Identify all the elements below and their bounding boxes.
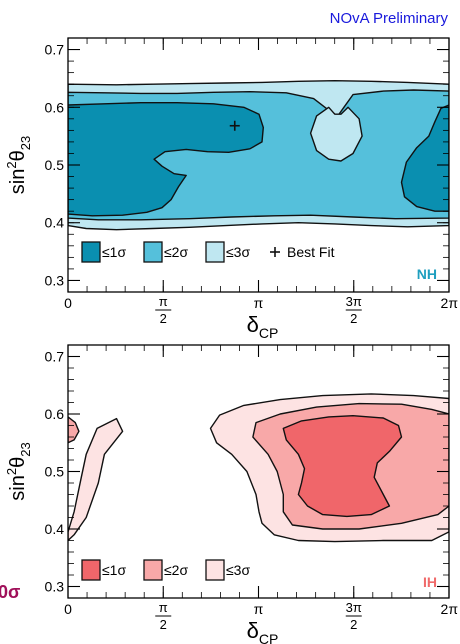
contour-region-2sigma-2 (68, 416, 80, 444)
y-tick-label: 0.3 (45, 272, 65, 288)
y-tick-label: 0.5 (45, 464, 65, 480)
legend-swatch (205, 241, 225, 263)
x-tick-label-denominator: 2 (350, 311, 357, 326)
legend-item-3sigma: ≤3σ (205, 241, 250, 263)
y-axis-label: sin2θ23 (4, 442, 33, 500)
x-tick-label: 0 (64, 601, 72, 617)
legend-label: ≤2σ (164, 244, 188, 260)
y-tick-label: 0.7 (45, 349, 65, 365)
x-tick-label-numerator: π (159, 294, 168, 309)
x-tick-label-denominator: 2 (350, 617, 357, 632)
best-fit-marker (229, 120, 240, 131)
x-tick-label-numerator: 3π (346, 294, 362, 309)
legend-item-1sigma: ≤1σ (81, 241, 126, 263)
legend-swatch (205, 559, 225, 581)
legend-label: ≤2σ (164, 562, 188, 578)
legend-item-2sigma: ≤2σ (143, 241, 188, 263)
legend-item-2sigma: ≤2σ (143, 559, 188, 581)
x-tick-label-denominator: 2 (160, 617, 167, 632)
x-tick-label: 0 (64, 295, 72, 311)
legend-swatch (81, 241, 101, 263)
legend-swatch (143, 559, 163, 581)
x-axis-label: δCP (247, 312, 279, 341)
contour-regions (68, 393, 449, 543)
legend-item-1sigma: ≤1σ (81, 559, 126, 581)
x-tick-label: π (254, 295, 264, 311)
contour-region-3sigma-2 (309, 106, 363, 162)
contour-region-3sigma-0 (68, 417, 124, 542)
y-tick-label: 0.4 (45, 521, 65, 537)
legend-swatch (81, 559, 101, 581)
legend-label: ≤3σ (226, 562, 250, 578)
contour-region-1sigma-4 (400, 104, 449, 212)
cropped-side-label: 0σ (0, 582, 20, 602)
x-axis-label: δCP (247, 618, 279, 644)
y-tick-label: 0.4 (45, 215, 65, 231)
contour-regions (68, 79, 449, 231)
x-tick-label: 2π (441, 601, 459, 617)
y-tick-label: 0.6 (45, 99, 65, 115)
legend-item-best: Best Fit (270, 244, 335, 260)
hierarchy-label: NH (417, 266, 437, 282)
legend-swatch (143, 241, 163, 263)
y-tick-label: 0.5 (45, 157, 65, 173)
legend-label: ≤1σ (102, 244, 126, 260)
collaboration-label: NOvA Preliminary (330, 10, 449, 27)
legend-item-3sigma: ≤3σ (205, 559, 250, 581)
x-tick-label-denominator: 2 (160, 311, 167, 326)
x-tick-label: 2π (441, 295, 459, 311)
y-tick-label: 0.7 (45, 42, 65, 58)
x-tick-label: π (254, 601, 264, 617)
y-axis-label: sin2θ23 (4, 136, 33, 194)
contour-region-1sigma-3 (68, 101, 264, 217)
x-tick-label-numerator: 3π (346, 600, 362, 615)
legend-label: Best Fit (287, 244, 335, 260)
y-tick-label: 0.3 (45, 579, 65, 595)
y-tick-label: 0.6 (45, 406, 65, 422)
x-tick-label-numerator: π (159, 600, 168, 615)
contour-region-1sigma-4 (282, 415, 403, 518)
legend-label: ≤1σ (102, 562, 126, 578)
legend-label: ≤3σ (226, 244, 250, 260)
hierarchy-label: IH (423, 574, 437, 590)
